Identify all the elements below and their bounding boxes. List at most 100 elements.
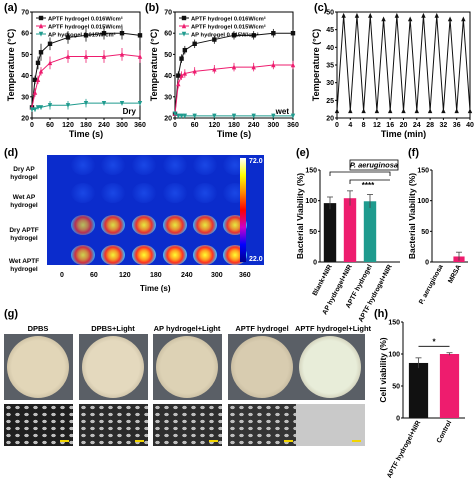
chart-a-series-2-point <box>47 103 53 108</box>
plate-label: AP hydrogel+Light <box>153 324 221 333</box>
chart-a-legend-label-1: APTF hydrogel 0.015W/cm² <box>48 23 123 30</box>
chart-b-series-0-point <box>271 31 276 36</box>
ir-colorbar <box>240 158 246 262</box>
panel-label-e: (e) <box>296 147 310 159</box>
chart-b-series-0-point <box>290 31 296 36</box>
chart-c-xtick-label: 4 <box>348 122 352 129</box>
chart-b-series-2-point <box>251 113 256 119</box>
chart-a-series-2-point <box>35 105 41 110</box>
chart-a-series-2-point <box>32 107 38 113</box>
chart-c-ytick-label: 30 <box>326 80 334 87</box>
chart-a-series-0-point <box>137 33 143 38</box>
ir-row-label-wet-aptf: Wet APTF hydrogel <box>8 258 40 273</box>
chart-c-series-0-point <box>348 108 353 114</box>
chart-c-series-0-point <box>381 16 386 22</box>
chart-c-series-0-point <box>368 12 373 18</box>
chart-c-series-0-point <box>407 16 413 22</box>
chart-c-ytick-label: 35 <box>326 63 334 70</box>
chart-a-series-1-point <box>83 53 89 59</box>
chart-b-series-2-point <box>192 113 197 119</box>
chart-b-series-0-point <box>251 33 256 38</box>
chart-c-xtick-label: 40 <box>466 122 474 129</box>
sem-micrograph <box>153 404 222 446</box>
chart-h-bar <box>439 354 460 418</box>
chart-b-series-0-point <box>192 41 197 46</box>
panel-label-f: (f) <box>408 147 419 159</box>
chart-a-series-2-point <box>65 103 71 108</box>
chart-a-ytick-label: 60 <box>21 31 29 38</box>
chart-c-series-0-point <box>374 108 380 114</box>
chart-a-xtick-label: 0 <box>30 122 34 129</box>
chart-b-series-1-point <box>231 64 237 70</box>
chart-b-xtick-label: 180 <box>228 122 240 129</box>
chart-a-series-2-point <box>29 107 35 113</box>
chart-c-series-0-point <box>467 108 473 114</box>
chart-a-ytick-label: 40 <box>21 73 29 80</box>
chart-a-xlabel: Time (s) <box>69 129 103 139</box>
chart-c-series-0-point <box>394 12 400 18</box>
ir-time-label: 360 <box>239 272 251 279</box>
chart-c-series-0-point <box>341 12 346 18</box>
chart-e-category-label: Blank+NIR <box>312 264 334 298</box>
chart-b-series-2-point <box>271 113 276 119</box>
ir-time-label: 180 <box>150 272 162 279</box>
chart-b-series-2-point <box>172 111 178 117</box>
ir-sample-spot <box>71 215 95 235</box>
chart-b-legend-label-1: APTF hydrogel 0.015W/cm² <box>191 23 266 30</box>
ir-sample-spot <box>163 183 187 203</box>
chart-a-series-1-point <box>47 60 53 66</box>
sem-micrograph <box>4 404 73 446</box>
chart-a-series-0-point <box>38 50 44 55</box>
chart-b-series-1-point <box>290 62 296 68</box>
chart-c-series-0-point <box>361 108 366 114</box>
chart-c-series-0-point <box>334 108 340 114</box>
chart-a-xtick-label: 240 <box>98 122 110 129</box>
chart-a-xtick-label: 60 <box>46 122 54 129</box>
ir-scale-max: 72.0 <box>249 158 263 165</box>
chart-b-series-1-line <box>174 64 293 114</box>
chart-e-ytick-label: 50 <box>309 229 317 236</box>
ir-row-label-dry-ap: Dry AP hydrogel <box>10 166 38 181</box>
chart-a-ytick-label: 30 <box>21 94 29 101</box>
chart-a-series-1-point <box>65 53 71 59</box>
ir-sample-spot <box>101 183 125 203</box>
chart-a-series-0-line <box>31 32 141 108</box>
chart-b-series-1-point <box>176 81 181 87</box>
ir-image-grid <box>47 155 264 265</box>
chart-c-series-0-point <box>388 108 393 114</box>
plate-label: APTF hydrogel <box>235 324 289 333</box>
petri-dish <box>231 336 293 398</box>
chart-b-series-2-point <box>176 113 181 119</box>
chart-e-ytick-label: 0 <box>313 260 317 267</box>
chart-b-series-1-point <box>182 70 188 76</box>
chart-a-ytick-label: 20 <box>21 116 29 123</box>
chart-h-ytick-label: 150 <box>388 320 400 327</box>
chart-b-series-2-point <box>212 113 217 119</box>
chart-a-series-2-point <box>119 100 125 106</box>
ir-sample-spot <box>101 245 125 265</box>
ir-sample-spot <box>163 245 187 265</box>
chart-b-series-2-line <box>174 113 293 117</box>
chart-a-series-0-point <box>101 31 107 36</box>
chart-b-ylabel: Temperature (°C) <box>149 29 159 101</box>
chart-c-ytick-label: 40 <box>326 45 334 52</box>
chart-a-ytick-label: 50 <box>21 52 29 59</box>
chart-a-series-2-point <box>137 100 143 106</box>
chart-c-xtick-label: 12 <box>373 122 381 129</box>
chart-b-series-2-point <box>182 113 188 119</box>
chart-b-legend-marker-2 <box>181 31 187 37</box>
chart-e-bar <box>343 198 357 262</box>
chart-a-series-0-point <box>47 41 53 46</box>
chart-b-ytick-label: 50 <box>164 52 172 59</box>
chart-a-series-2-point <box>38 105 44 110</box>
panel-label-b: (b) <box>145 2 160 14</box>
chart-b-series-0-point <box>231 33 237 38</box>
scale-bar <box>60 440 69 442</box>
chart-a-series-0-point <box>83 33 89 38</box>
chart-e-ylabel: Bacterial Viability (%) <box>295 173 305 259</box>
chart-a-series-2-point <box>83 100 89 106</box>
scale-bar <box>352 440 361 442</box>
chart-h-ytick-label: 0 <box>396 416 400 423</box>
chart-b-xlabel: Time (s) <box>217 129 251 139</box>
scale-bar <box>209 440 218 442</box>
